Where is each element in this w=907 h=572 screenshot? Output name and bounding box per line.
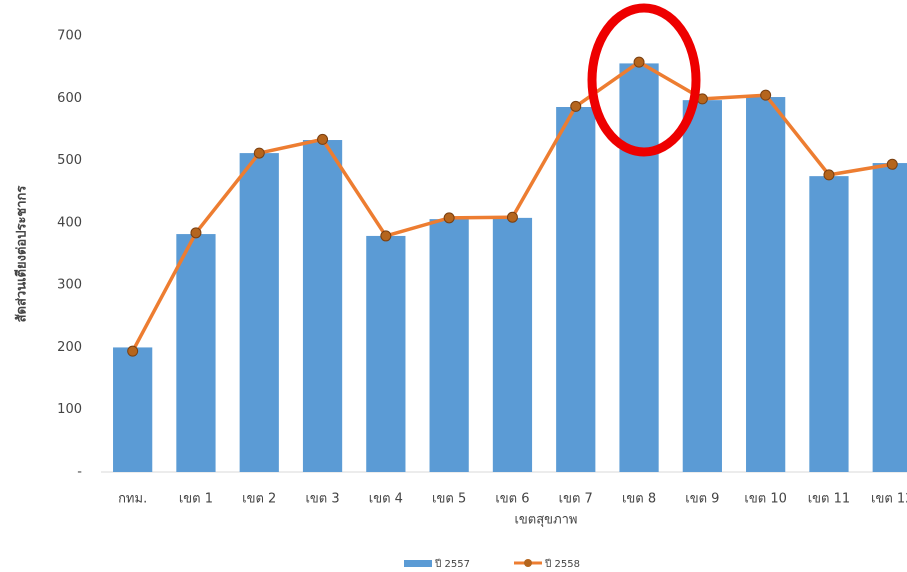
x-tick-label: เขต 1: [179, 492, 213, 507]
bar: [619, 63, 659, 473]
bar: [176, 234, 216, 472]
y-tick-label: 400: [57, 215, 82, 230]
bar: [809, 176, 849, 472]
x-tick-label: เขต 7: [559, 492, 593, 507]
x-tick-label: เขต 4: [369, 492, 403, 507]
x-tick-label: เขต 8: [622, 492, 656, 507]
line-marker: [317, 133, 329, 145]
y-tick-label: 500: [57, 153, 82, 168]
bar: [239, 153, 279, 472]
y-tick-label: 600: [57, 91, 82, 106]
line-marker: [823, 169, 835, 181]
x-tick-label: เขต 11: [808, 492, 850, 507]
legend-label: ปี 2557: [434, 558, 470, 570]
y-tick-label: -: [77, 465, 82, 480]
x-axis-label: เขตสุขภาพ: [514, 513, 577, 528]
x-tick-label: เขต 5: [432, 492, 466, 507]
legend-marker: [524, 559, 532, 567]
line-marker: [886, 158, 898, 170]
x-tick-label: เขต 10: [744, 492, 786, 507]
legend-swatch: [404, 560, 432, 567]
bar: [302, 140, 343, 472]
bar: [682, 100, 722, 472]
line-marker: [570, 100, 582, 112]
bar: [872, 163, 907, 472]
x-tick-label: เขต 2: [242, 492, 276, 507]
line-marker: [190, 227, 202, 239]
line-marker: [253, 147, 265, 159]
bar: [746, 97, 786, 472]
y-tick-label: 300: [57, 278, 82, 293]
line-marker: [443, 212, 455, 224]
legend-label: ปี 2558: [544, 558, 580, 570]
highlight-circle: [587, 3, 701, 157]
bar: [429, 219, 469, 472]
x-tick-label: กทม.: [118, 492, 147, 507]
line-marker: [127, 345, 139, 357]
x-tick-label: เขต 6: [495, 492, 529, 507]
y-tick-label: 100: [57, 402, 82, 417]
line-marker: [380, 230, 392, 242]
y-tick-label: 700: [57, 29, 82, 44]
line-marker: [633, 56, 645, 68]
bar: [556, 107, 596, 473]
x-tick-label: เขต 9: [685, 492, 719, 507]
bar: [492, 217, 533, 472]
bar: [366, 235, 406, 472]
x-tick-label: เขต 3: [305, 492, 339, 507]
bar: [113, 347, 153, 472]
y-axis-label: สัดส่วนเตียงต่อประชากร: [14, 186, 30, 323]
line-marker: [506, 211, 518, 223]
x-tick-label: เขต 12: [871, 492, 907, 507]
line-marker: [760, 89, 772, 101]
y-tick-label: 200: [57, 340, 82, 355]
